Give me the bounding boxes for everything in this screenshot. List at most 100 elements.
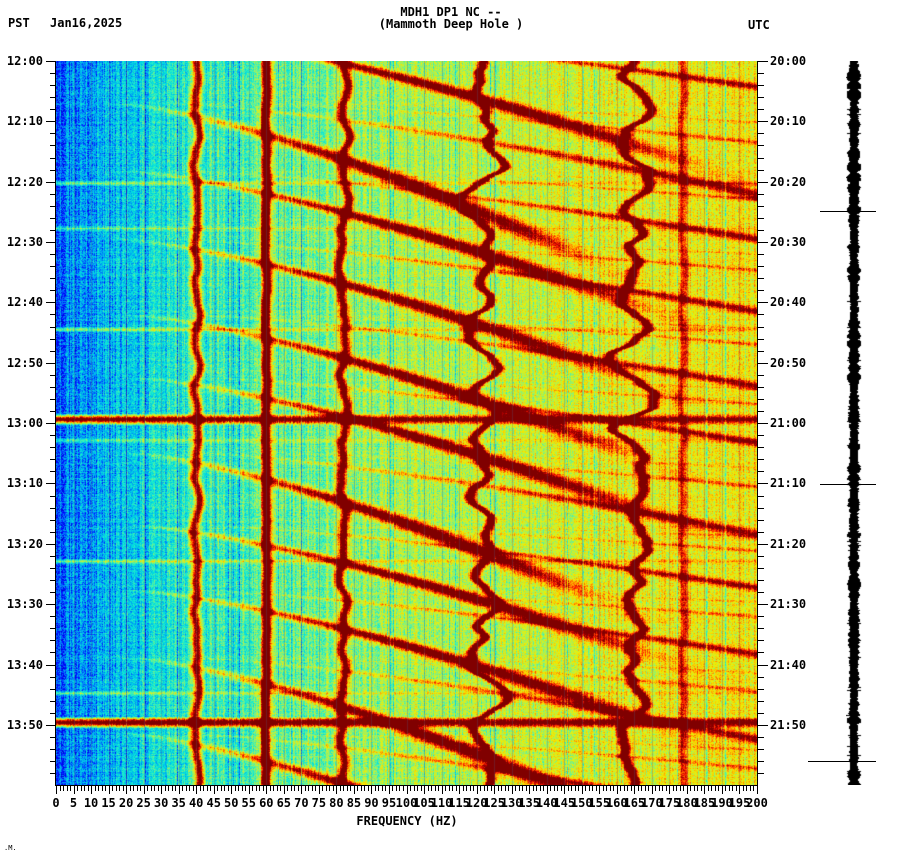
time-tick-minor-right <box>758 97 764 98</box>
freq-tick-minor <box>277 786 278 791</box>
freq-label: 0 <box>52 796 60 810</box>
freq-tick-major <box>109 786 110 794</box>
freq-tick-minor <box>701 786 702 791</box>
freq-tick-minor <box>119 786 120 791</box>
time-tick-minor-left <box>50 652 56 653</box>
freq-tick-major <box>56 786 57 794</box>
freq-label: 10 <box>83 796 99 810</box>
time-tick-major-right <box>758 423 768 424</box>
time-tick-minor-right <box>758 689 764 690</box>
time-tick-minor-left <box>50 399 56 400</box>
time-tick-minor-left <box>50 496 56 497</box>
time-label-pst: 13:00 <box>6 416 43 431</box>
freq-label: 125 <box>483 796 505 810</box>
time-tick-major-left <box>46 182 56 183</box>
time-tick-minor-left <box>50 278 56 279</box>
station-title: MDH1 DP1 NC -- <box>400 5 502 19</box>
freq-tick-minor <box>273 786 274 791</box>
freq-tick-minor <box>732 786 733 791</box>
freq-tick-minor <box>137 786 138 791</box>
freq-tick-major <box>284 786 285 794</box>
freq-tick-major <box>494 786 495 794</box>
plot-border-bottom <box>55 785 758 786</box>
freq-tick-minor <box>550 786 551 791</box>
freq-tick-minor <box>557 786 558 791</box>
freq-tick-minor <box>403 786 404 791</box>
freq-tick-minor <box>399 786 400 791</box>
time-tick-minor-left <box>50 327 56 328</box>
freq-tick-major <box>652 786 653 794</box>
time-tick-minor-left <box>50 411 56 412</box>
time-tick-major-right <box>758 182 768 183</box>
freq-tick-minor <box>112 786 113 791</box>
freq-label: 135 <box>518 796 541 810</box>
freq-tick-minor <box>715 786 716 791</box>
freq-tick-minor <box>140 786 141 791</box>
freq-label: 105 <box>413 796 435 810</box>
freq-tick-major <box>599 786 600 794</box>
time-tick-minor-left <box>50 290 56 291</box>
freq-tick-minor <box>221 786 222 791</box>
time-label-pst: 13:30 <box>6 597 43 612</box>
freq-tick-minor <box>445 786 446 791</box>
time-tick-minor-right <box>758 133 764 134</box>
time-tick-minor-right <box>758 314 764 315</box>
helicorder-waveform <box>846 61 862 785</box>
time-label-utc: 21:50 <box>770 717 807 732</box>
freq-tick-minor <box>428 786 429 791</box>
freq-tick-minor <box>203 786 204 791</box>
freq-tick-minor <box>133 786 134 791</box>
freq-tick-minor <box>641 786 642 791</box>
freq-tick-major <box>249 786 250 794</box>
time-tick-major-left <box>46 665 56 666</box>
freq-label: 170 <box>641 796 663 810</box>
time-tick-minor-left <box>50 689 56 690</box>
freq-tick-minor <box>694 786 695 791</box>
freq-label: 45 <box>206 796 221 810</box>
freq-tick-minor <box>606 786 607 791</box>
time-tick-minor-left <box>50 568 56 569</box>
freq-tick-minor <box>683 786 684 791</box>
freq-tick-minor <box>673 786 674 791</box>
freq-tick-major <box>74 786 75 794</box>
freq-label: 70 <box>294 796 309 810</box>
time-tick-minor-right <box>758 399 764 400</box>
time-tick-minor-right <box>758 773 764 774</box>
freq-tick-minor <box>603 786 604 791</box>
freq-tick-minor <box>697 786 698 791</box>
time-tick-minor-left <box>50 266 56 267</box>
time-label-pst: 13:20 <box>6 536 43 551</box>
time-tick-major-right <box>758 604 768 605</box>
time-tick-minor-right <box>758 701 764 702</box>
freq-tick-minor <box>217 786 218 791</box>
freq-label: 60 <box>259 796 274 810</box>
time-tick-minor-right <box>758 351 764 352</box>
freq-tick-minor <box>414 786 415 791</box>
freq-tick-minor <box>438 786 439 791</box>
freq-label: 110 <box>430 796 453 810</box>
freq-tick-major <box>319 786 320 794</box>
time-tick-minor-left <box>50 170 56 171</box>
spectrogram-image <box>56 61 757 785</box>
freq-tick-minor <box>690 786 691 791</box>
time-tick-minor-left <box>50 508 56 509</box>
time-tick-minor-left <box>50 640 56 641</box>
time-tick-minor-left <box>50 194 56 195</box>
time-tick-minor-right <box>758 520 764 521</box>
freq-tick-major <box>91 786 92 794</box>
time-tick-major-right <box>758 665 768 666</box>
freq-tick-minor <box>659 786 660 791</box>
freq-tick-major <box>179 786 180 794</box>
time-tick-minor-left <box>50 230 56 231</box>
freq-tick-minor <box>508 786 509 791</box>
time-tick-minor-right <box>758 592 764 593</box>
freq-label: 80 <box>329 796 344 810</box>
freq-tick-minor <box>533 786 534 791</box>
freq-tick-minor <box>554 786 555 791</box>
frequency-axis-title: FREQUENCY (HZ) <box>356 814 458 828</box>
freq-tick-minor <box>711 786 712 791</box>
freq-label: 195 <box>728 796 751 810</box>
freq-label: 20 <box>118 796 134 810</box>
time-tick-minor-left <box>50 628 56 629</box>
